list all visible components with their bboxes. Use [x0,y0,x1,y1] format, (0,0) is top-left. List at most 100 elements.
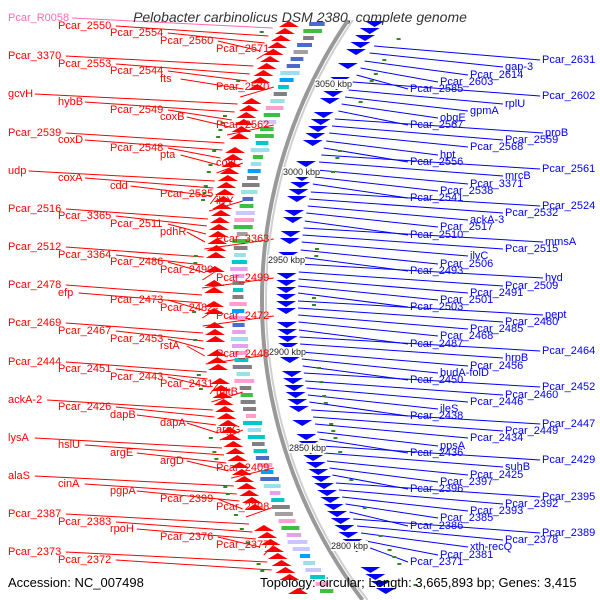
gene-label-right: hpt [440,149,456,161]
cog-feature [255,456,270,460]
scale-label: 3050 kbp [315,79,353,89]
gc-skew-mark [317,367,321,369]
gene-label-left: coxD [58,134,84,146]
connector-line-right [302,234,504,250]
cog-feature [297,43,312,47]
gc-skew-mark [208,164,213,166]
forward-gene-arrow [223,154,244,160]
connector-line-left [65,551,268,563]
connector-line-left [217,536,260,548]
gene-label-right: Pcar_2438 [410,410,464,422]
gc-skew-mark [218,129,223,131]
forward-gene-arrow [212,392,233,398]
connector-line-right [326,460,469,476]
cog-feature [303,36,314,40]
connector-line-left [65,246,204,258]
gene-label-left: Pcar_2571 [216,43,270,55]
map-title: Pelobacter carbinolicus DSM 2380, comple… [133,9,467,25]
forward-gene-arrow [233,119,254,125]
connector-line-left [115,368,208,380]
gene-label-left: Pcar_2383 [58,516,112,528]
connector-line-left [186,422,219,434]
gene-label-right: Pcar_2429 [542,454,596,466]
cog-feature [292,547,310,551]
gc-skew-mark [387,549,392,551]
accession-text: Accession: NC_007498 [8,575,144,590]
forward-gene-arrow [211,385,232,391]
gene-label-left: ackA-2 [8,394,43,406]
forward-gene-arrow [204,287,225,293]
cog-feature [247,435,265,439]
connector-line-right [370,547,409,563]
connector-line-left [34,93,238,105]
cog-feature [229,302,247,306]
connector-line-right [300,343,504,359]
gene-label-left: Pcar_2376 [160,531,214,543]
cog-feature [263,484,281,488]
connector-line-right [299,263,544,279]
gene-label-right: mrcB [505,170,531,182]
gene-label-right: Pcar_2568 [470,141,524,153]
connector-line-left [65,284,203,296]
connector-line-left [216,162,243,174]
gene-label-right: Pcar_2389 [542,527,596,539]
gc-skew-mark [373,73,378,75]
forward-gene-arrow [208,364,229,370]
forward-gene-arrow [288,588,309,594]
reverse-gene-arrow [330,518,351,524]
gene-label-right: obgE [440,112,466,124]
cog-feature [232,330,246,334]
cog-feature [253,449,268,453]
connector-line-left [115,25,269,37]
gene-label-right: Pcar_2515 [505,243,559,255]
connector-line-left [47,399,213,411]
connector-line-left [240,86,274,98]
forward-gene-arrow [227,455,248,461]
gene-label-left: Pcar_2548 [110,142,164,154]
connector-line-left [115,254,204,266]
connector-line-left [115,215,207,227]
connector-line-right [300,351,469,367]
gene-label-right: Pcar_2452 [542,381,596,393]
forward-gene-arrow [204,266,225,272]
gene-label-right: Pcar_2510 [410,229,464,241]
connector-line-right [298,329,409,345]
gene-label-left: Pcar_2544 [110,65,164,77]
connector-line-left [71,17,273,29]
forward-gene-arrow [213,399,234,405]
gene-label-left: Pcar_2554 [110,27,164,39]
gc-skew-mark [246,542,251,544]
gene-label-right: Pcar_2603 [440,76,494,88]
gc-skew-mark [329,423,334,425]
forward-gene-arrow [223,441,244,447]
reverse-gene-arrow [276,294,297,300]
gene-label-left: Pcar_2444 [8,356,62,368]
cog-feature [310,575,325,579]
gene-label-left: gcvH [8,88,34,100]
connector-line-right [329,132,469,148]
connector-line-right [341,103,439,119]
cog-feature [242,183,260,187]
gene-label-left: Pcar_2473 [110,294,164,306]
scale-label: 2900 kbp [269,347,307,357]
gene-label-right: Pcar_3371 [470,178,524,190]
connector-line-right [305,380,504,396]
connector-line-left [115,559,272,571]
forward-gene-arrow [229,133,250,139]
gc-skew-mark [333,437,338,439]
gene-label-left: Pcar_3364 [58,249,112,261]
connector-line-left [167,109,232,121]
gc-skew-mark [396,38,401,40]
gene-label-right: Pcar_2538 [440,185,494,197]
forward-gene-arrow [217,175,238,181]
forward-gene-arrow [231,126,252,132]
cog-feature [234,379,255,383]
gene-label-left: Pcar_2443 [110,371,164,383]
connector-line-left [167,299,203,311]
connector-line-right [353,518,541,534]
cog-feature [269,491,281,495]
cog-feature [255,141,269,145]
connector-line-left [84,139,223,151]
forward-gene-arrow [210,378,231,384]
connector-line-left [226,124,274,136]
